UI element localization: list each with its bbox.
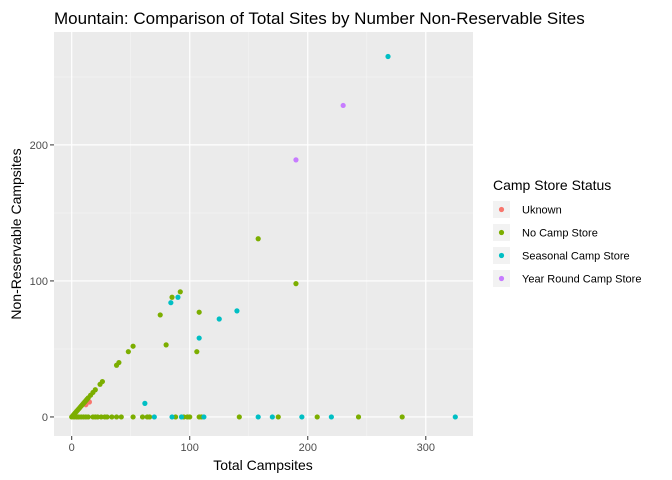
point-no-camp-store — [177, 289, 183, 295]
point-no-camp-store — [130, 414, 136, 420]
legend-swatch-uknown — [498, 206, 505, 213]
x-tick-label: 300 — [417, 442, 435, 454]
point-seasonal-camp-store — [299, 414, 305, 420]
point-no-camp-store — [399, 414, 405, 420]
y-tick-label: 200 — [30, 140, 48, 152]
point-seasonal-camp-store — [168, 300, 174, 306]
chart-title: Mountain: Comparison of Total Sites by N… — [54, 9, 585, 28]
point-no-camp-store — [236, 414, 242, 420]
point-no-camp-store — [314, 414, 320, 420]
point-no-camp-store — [194, 349, 200, 355]
legend-label-uknown: Uknown — [522, 205, 562, 217]
x-axis-title: Total Campsites — [213, 457, 313, 473]
point-no-camp-store — [147, 414, 153, 420]
point-no-camp-store — [163, 342, 169, 348]
x-tick-label: 0 — [69, 442, 75, 454]
y-axis-title: Non-Reservable Campsites — [8, 148, 24, 319]
point-no-camp-store — [109, 414, 115, 420]
point-seasonal-camp-store — [175, 294, 181, 300]
point-seasonal-camp-store — [178, 414, 185, 420]
legend-swatch-no-camp-store — [498, 229, 505, 236]
point-year-round-camp-store — [340, 102, 346, 109]
point-no-camp-store — [92, 387, 98, 393]
point-no-camp-store — [130, 343, 136, 349]
point-seasonal-camp-store — [196, 335, 202, 341]
legend-label-no-camp-store: No Camp Store — [522, 228, 598, 240]
point-seasonal-camp-store — [169, 414, 175, 420]
y-axis-ticks: 0 100 200 — [30, 140, 54, 424]
plot-panel — [54, 32, 473, 436]
point-no-camp-store — [187, 414, 193, 420]
legend-label-year-round-camp-store: Year Round Camp Store — [522, 274, 641, 286]
point-no-camp-store — [125, 349, 131, 355]
minor-gridlines — [54, 32, 473, 436]
point-seasonal-camp-store — [151, 414, 157, 420]
legend-label-seasonal-camp-store: Seasonal Camp Store — [522, 251, 630, 263]
point-no-camp-store — [275, 414, 281, 420]
point-seasonal-camp-store — [201, 414, 207, 420]
point-seasonal-camp-store — [142, 400, 148, 406]
point-no-camp-store — [99, 378, 105, 385]
point-seasonal-camp-store — [385, 53, 391, 60]
point-no-camp-store — [113, 414, 120, 420]
point-no-camp-store — [139, 414, 146, 420]
y-tick-label: 0 — [42, 412, 48, 424]
x-axis-ticks: 0 100 200 300 — [69, 436, 435, 454]
point-no-camp-store — [118, 414, 124, 420]
x-tick-label: 200 — [299, 442, 317, 454]
point-seasonal-camp-store — [328, 414, 334, 420]
point-seasonal-camp-store — [255, 414, 261, 420]
data-points — [69, 53, 458, 420]
legend-title: Camp Store Status — [493, 177, 611, 193]
point-seasonal-camp-store — [234, 308, 240, 314]
legend-swatch-seasonal-camp-store — [498, 252, 505, 259]
point-no-camp-store — [293, 281, 299, 287]
x-tick-label: 100 — [181, 442, 199, 454]
point-no-camp-store — [116, 359, 122, 366]
y-tick-label: 100 — [30, 276, 48, 288]
point-no-camp-store — [85, 414, 91, 420]
point-no-camp-store — [196, 309, 202, 315]
legend-swatch-year-round-camp-store — [498, 275, 505, 282]
point-no-camp-store — [355, 414, 362, 420]
point-seasonal-camp-store — [452, 414, 458, 420]
point-seasonal-camp-store — [216, 316, 222, 322]
point-seasonal-camp-store — [269, 414, 275, 420]
point-no-camp-store — [157, 312, 163, 318]
legend: Camp Store Status Uknown No Camp Store Sea… — [493, 177, 641, 287]
point-year-round-camp-store — [293, 157, 299, 163]
point-no-camp-store — [169, 294, 175, 300]
point-no-camp-store — [255, 236, 261, 242]
point-no-camp-store — [104, 414, 110, 420]
